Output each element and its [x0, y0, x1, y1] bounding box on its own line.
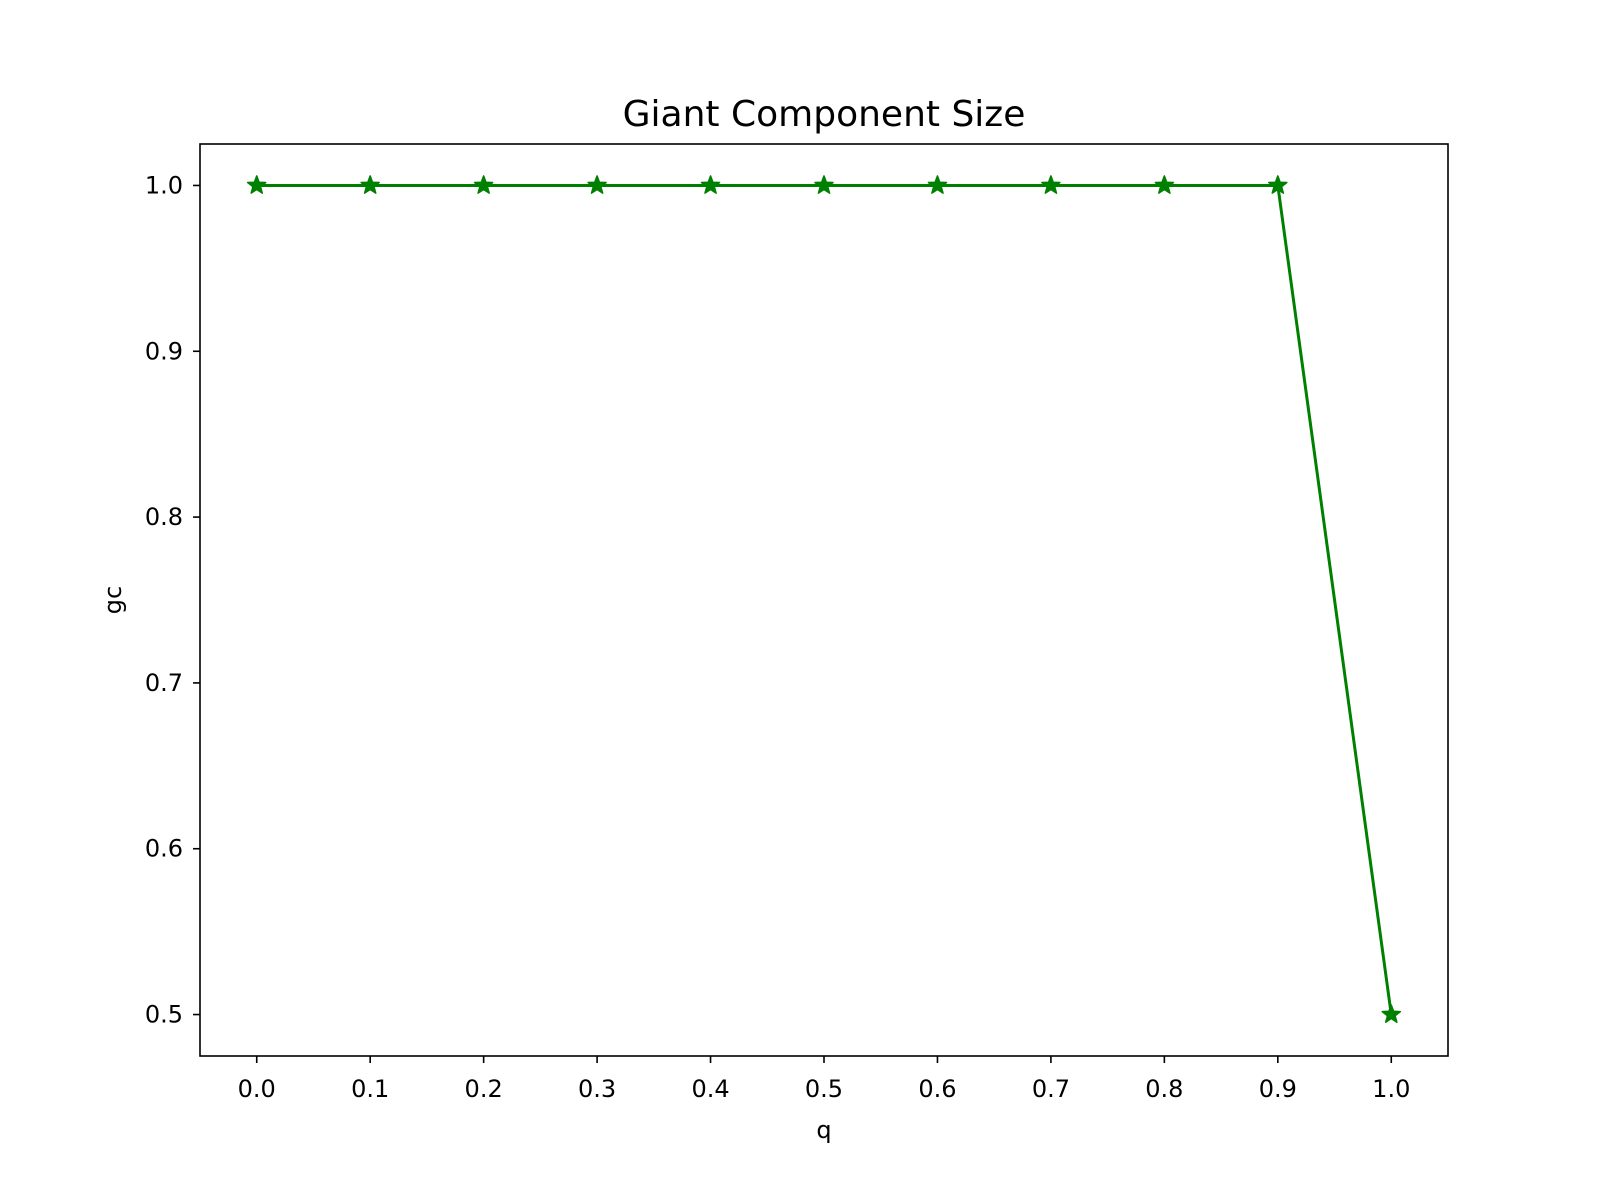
- data-point: [587, 175, 607, 194]
- data-point: [1381, 1004, 1402, 1023]
- x-axis-label: q: [816, 1116, 831, 1144]
- x-tick-label: 0.2: [465, 1075, 503, 1103]
- chart-title: Giant Component Size: [623, 94, 1026, 135]
- series-layer: [246, 175, 1402, 1023]
- x-tick-label: 0.1: [351, 1075, 389, 1103]
- y-tick-label: 0.9: [145, 337, 183, 365]
- y-tick-label: 0.5: [145, 1001, 183, 1029]
- data-point: [927, 175, 948, 194]
- data-point: [814, 175, 834, 194]
- data-point: [473, 175, 494, 194]
- data-point: [1154, 175, 1175, 194]
- x-tick-label: 1.0: [1372, 1075, 1410, 1103]
- x-tick-label: 0.8: [1145, 1075, 1183, 1103]
- x-tick-label: 0.3: [578, 1075, 616, 1103]
- y-tick-label: 0.6: [145, 835, 183, 863]
- x-tick-label: 0.9: [1259, 1075, 1297, 1103]
- y-tick-label: 1.0: [145, 171, 183, 199]
- data-point: [1041, 175, 1061, 194]
- y-axis-label: gc: [99, 586, 127, 614]
- data-point: [360, 175, 380, 194]
- x-axis: 0.0 0.1 0.2 0.3 0.4 0.5 0.6 0.7 0.8 0.9 1.0: [238, 1056, 1410, 1103]
- data-point: [700, 175, 721, 194]
- x-tick-label: 0.0: [238, 1075, 276, 1103]
- y-tick-label: 0.8: [145, 503, 183, 531]
- plot-area: 0.0 0.1 0.2 0.3 0.4 0.5 0.6 0.7 0.8 0.9 1.0 0.5 0.6…: [145, 143, 1449, 1103]
- x-tick-label: 0.4: [691, 1075, 729, 1103]
- x-tick-label: 0.7: [1032, 1075, 1070, 1103]
- data-point: [1268, 175, 1288, 194]
- data-point: [246, 175, 267, 194]
- x-tick-label: 0.6: [918, 1075, 956, 1103]
- x-tick-label: 0.5: [805, 1075, 843, 1103]
- y-axis: 0.5 0.6 0.7 0.8 0.9 1.0: [145, 171, 200, 1029]
- y-tick-label: 0.7: [145, 669, 183, 697]
